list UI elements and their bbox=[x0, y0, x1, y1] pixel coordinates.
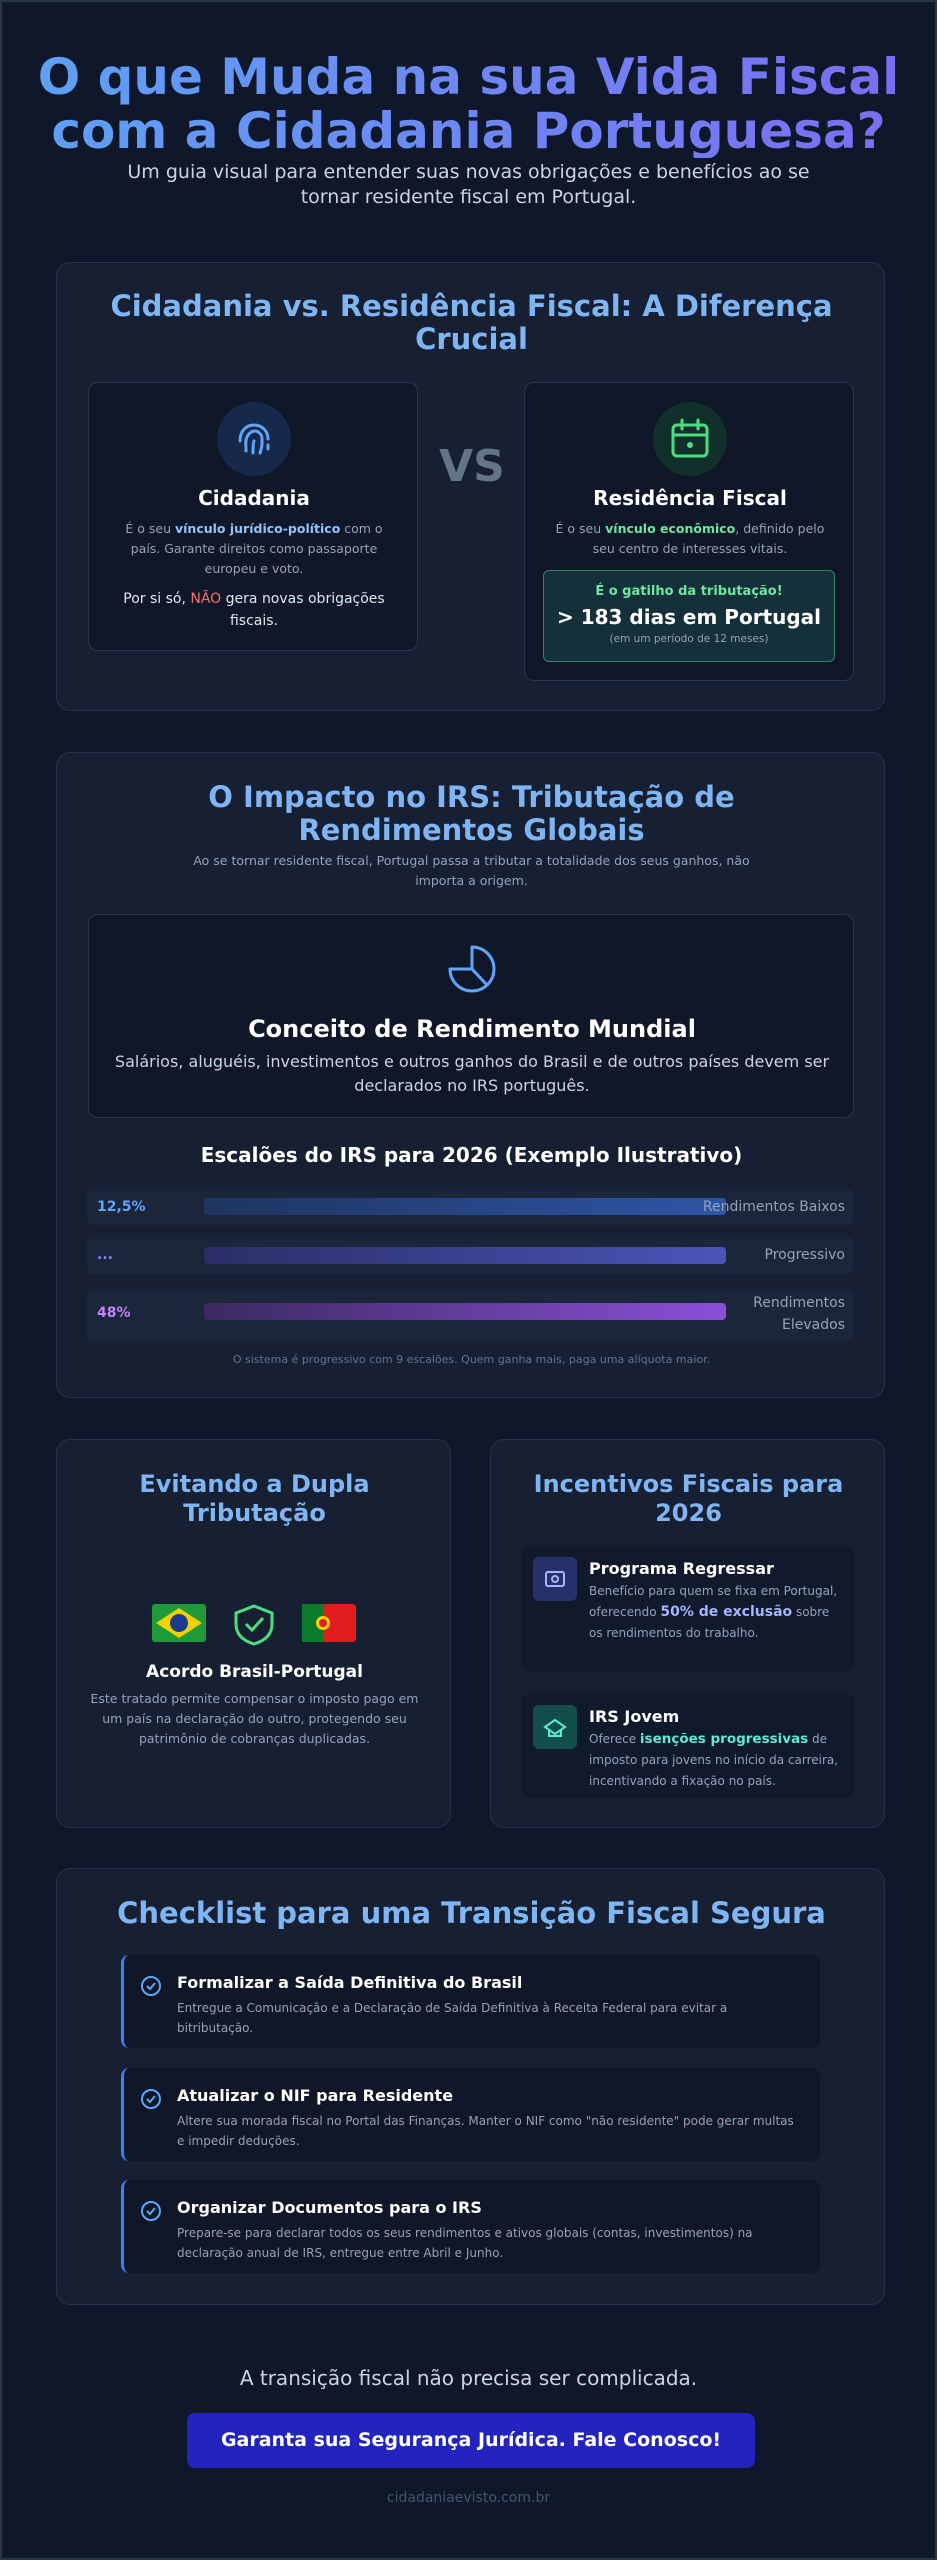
concept-text: Salários, aluguéis, investimentos e outr… bbox=[114, 1052, 830, 1095]
bracket-bar bbox=[204, 1198, 726, 1215]
tagline: A transição fiscal não precisa ser compl… bbox=[239, 2366, 698, 2390]
item-icon bbox=[533, 1705, 577, 1749]
agreement-title: Acordo Brasil-Portugal bbox=[146, 1662, 363, 1682]
flags-icon bbox=[152, 1604, 356, 1646]
subtitle: Um guia visual para entender suas novas … bbox=[127, 161, 810, 208]
residence-card: Residência Fiscal É o seu vínculo econôm… bbox=[524, 382, 854, 681]
section-title: Evitando a Dupla Tributação bbox=[139, 1470, 370, 1527]
section-title: Cidadania vs. Residência Fiscal: A Difer… bbox=[110, 289, 833, 356]
item-text: Altere sua morada fiscal no Portal das F… bbox=[177, 2114, 794, 2148]
highlight: isenções progressivas bbox=[639, 1731, 809, 1747]
section-title: Checklist para uma Transição Fiscal Segu… bbox=[117, 1896, 826, 1930]
checklist-item: Formalizar a Saída Definitiva do Brasil E… bbox=[121, 1955, 820, 2048]
title-line: O que Muda na sua Vida Fiscal bbox=[37, 48, 900, 106]
concept-box: Conceito de Rendimento Mundial Salários,… bbox=[88, 914, 854, 1118]
incentives-card: Incentivos Fiscais para 2026 Programa Re… bbox=[490, 1439, 885, 1828]
incentive-item: IRS Jovem Oferece isenções progressivas … bbox=[521, 1693, 854, 1798]
double-tax-card: Evitando a Dupla Tributação Acordo Brasi… bbox=[56, 1439, 451, 1828]
bracket-label: Rendimentos Baixos bbox=[702, 1199, 845, 1215]
item-title: IRS Jovem bbox=[589, 1707, 680, 1726]
callout-note: (em um período de 12 meses) bbox=[609, 633, 769, 645]
citizenship-card: Cidadania É o seu vínculo jurídico-polít… bbox=[88, 382, 418, 651]
highlight: vínculo econômico bbox=[605, 521, 736, 536]
text: Por si só, bbox=[123, 591, 191, 607]
cta-button[interactable]: Garanta sua Segurança Jurídica. Fale Con… bbox=[187, 2413, 755, 2468]
bracket-rate: ... bbox=[97, 1247, 113, 1263]
card-desc: É o seu vínculo econômico, definido pelo… bbox=[550, 519, 830, 559]
check-icon bbox=[141, 2201, 161, 2221]
callout-value: > 183 dias em Portugal bbox=[556, 605, 822, 629]
text: sobre os rendimentos do trabalho. bbox=[589, 1605, 830, 1640]
title-line: com a Cidadania Portuguesa? bbox=[51, 102, 886, 160]
highlight: NÃO bbox=[190, 591, 222, 607]
card-title: Cidadania bbox=[198, 486, 310, 510]
text: Benefício para quem se fixa em Portugal,… bbox=[589, 1584, 838, 1619]
bracket-rate: 12,5% bbox=[97, 1199, 146, 1215]
calendar-icon bbox=[653, 402, 727, 476]
fingerprint-icon bbox=[217, 402, 291, 476]
card-note: Por si só, NÃO gera novas obrigações fis… bbox=[119, 588, 389, 632]
text: , definido pelo seu centro de interesses… bbox=[592, 521, 825, 556]
checklist-item: Atualizar o NIF para Residente Altere sua… bbox=[121, 2068, 820, 2161]
bracket-bar bbox=[204, 1247, 726, 1264]
callout: É o gatilho da tributação! > 183 dias em… bbox=[543, 570, 835, 662]
section-subtitle: Ao se tornar residente fiscal, Portugal … bbox=[193, 853, 750, 888]
item-text: Entregue a Comunicação e a Declaração de… bbox=[177, 2001, 728, 2035]
pie-icon bbox=[448, 945, 496, 993]
bracket-label: Progressivo bbox=[764, 1247, 846, 1263]
concept-title: Conceito de Rendimento Mundial bbox=[248, 1015, 696, 1043]
brackets-title: Escalões do IRS para 2026 (Exemplo Ilust… bbox=[200, 1143, 743, 1167]
brackets-note: O sistema é progressivo com 9 escalões. … bbox=[232, 1353, 711, 1366]
bracket-row: 12,5% Rendimentos Baixos bbox=[87, 1189, 853, 1225]
section-title: O Impacto no IRS: Tributação de Rendimen… bbox=[208, 780, 735, 847]
checklist-item: Organizar Documentos para o IRS Prepare-s… bbox=[121, 2180, 820, 2273]
text: É o seu bbox=[125, 521, 175, 536]
bracket-rate: 48% bbox=[97, 1305, 131, 1321]
item-icon bbox=[533, 1557, 577, 1601]
check-icon bbox=[141, 2089, 161, 2109]
item-title: Formalizar a Saída Definitiva do Brasil bbox=[177, 1973, 523, 1992]
incentive-item: Programa Regressar Benefício para quem s… bbox=[521, 1545, 854, 1672]
check-icon bbox=[141, 1976, 161, 1996]
item-title: Programa Regressar bbox=[589, 1559, 774, 1578]
text: gera novas obrigações fiscais. bbox=[221, 591, 385, 629]
text: de imposto para jovens no início da carr… bbox=[589, 1732, 839, 1788]
card-desc: É o seu vínculo jurídico-político com o … bbox=[114, 519, 394, 579]
title: O que Muda na sua Vida Fiscal com a Cida… bbox=[2, 50, 935, 158]
bracket-row: ... Progressivo bbox=[87, 1237, 853, 1274]
item-text: Prepare-se para declarar todos os seus r… bbox=[177, 2226, 753, 2260]
site: cidadaniaevisto.com.br bbox=[386, 2490, 551, 2506]
agreement-text: Este tratado permite compensar o imposto… bbox=[90, 1691, 419, 1746]
comparison-card: Cidadania vs. Residência Fiscal: A Difer… bbox=[56, 262, 885, 711]
item-text: Benefício para quem se fixa em Portugal,… bbox=[589, 1581, 844, 1644]
bracket-row: 48% Rendimentos Elevados bbox=[87, 1289, 853, 1341]
vs: VS bbox=[439, 441, 505, 492]
section-title: Incentivos Fiscais para 2026 bbox=[533, 1470, 844, 1527]
item-text: Oferece isenções progressivas de imposto… bbox=[589, 1729, 844, 1792]
bracket-label: Rendimentos Elevados bbox=[753, 1295, 845, 1333]
text: É o seu bbox=[555, 521, 606, 536]
text: com o país. Garante direitos como passap… bbox=[130, 521, 383, 576]
highlight: vínculo jurídico-político bbox=[175, 521, 341, 536]
highlight: 50% de exclusão bbox=[660, 1604, 793, 1620]
card-title: Residência Fiscal bbox=[593, 486, 787, 510]
bracket-bar bbox=[204, 1303, 726, 1320]
callout-label: É o gatilho da tributação! bbox=[595, 584, 783, 599]
item-title: Atualizar o NIF para Residente bbox=[177, 2086, 454, 2105]
item-title: Organizar Documentos para o IRS bbox=[177, 2198, 482, 2217]
text: Oferece bbox=[589, 1732, 640, 1746]
